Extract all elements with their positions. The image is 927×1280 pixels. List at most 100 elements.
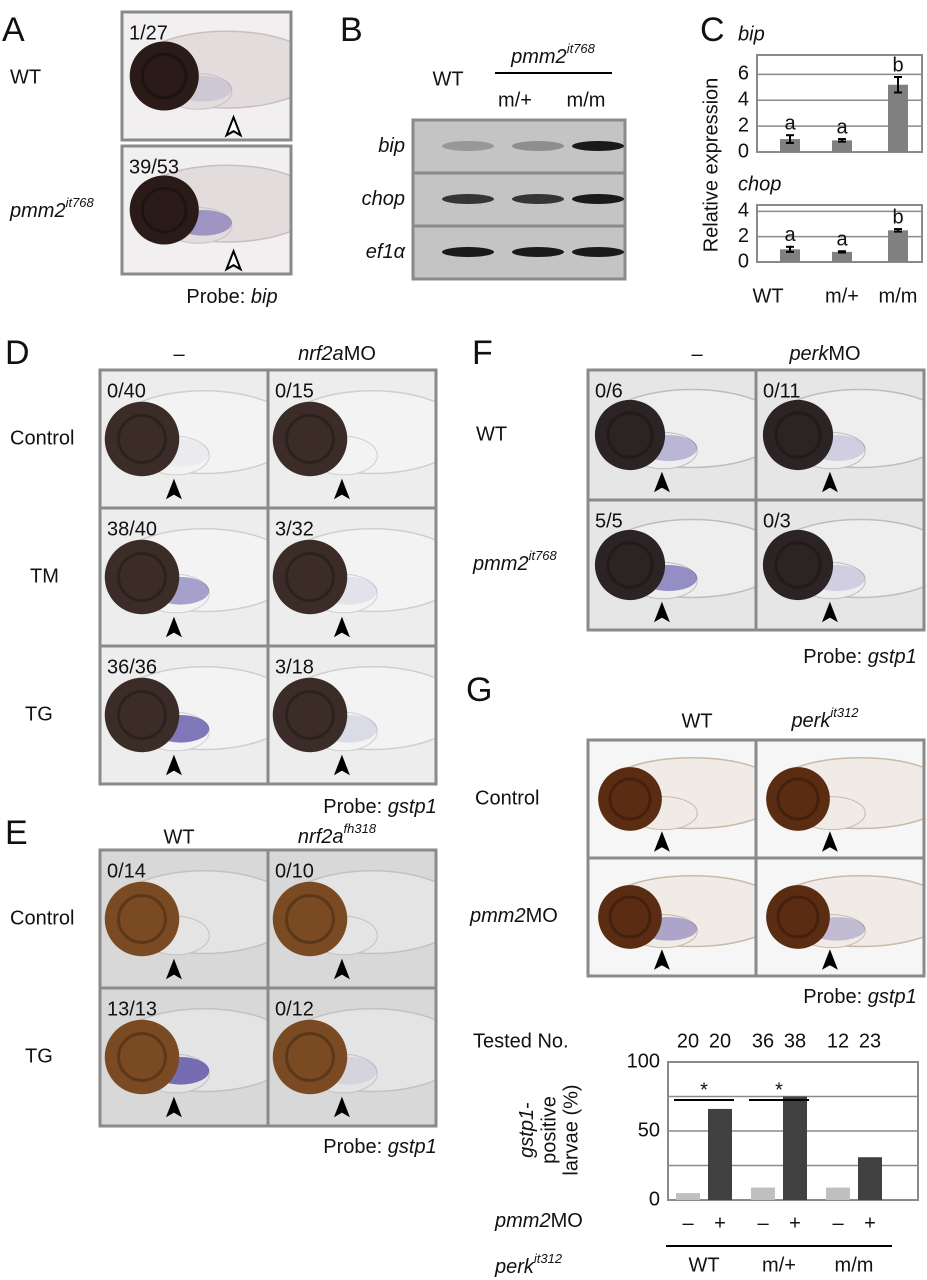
bar <box>783 1096 807 1200</box>
gene: chop <box>362 188 405 210</box>
panel-label: G <box>466 671 492 709</box>
row-label: chop <box>362 188 405 210</box>
eye-ring <box>285 894 335 944</box>
panel-label: A <box>2 11 25 49</box>
eye-ring <box>608 895 652 939</box>
prefix: Probe: <box>186 286 250 308</box>
eye <box>762 399 834 471</box>
embryo-image <box>756 740 924 858</box>
bar <box>888 84 908 152</box>
significance-letter: b <box>892 206 903 228</box>
gel-band <box>442 194 494 204</box>
y-tick-label: 4 <box>738 200 749 222</box>
eye-ring <box>774 411 822 459</box>
arrowhead <box>333 478 350 500</box>
embryo-image <box>268 988 436 1126</box>
row-label: TM <box>30 565 59 587</box>
significance-letter: a <box>836 229 848 251</box>
significance-letter: a <box>784 224 796 246</box>
arrowhead <box>333 616 350 638</box>
count: 0/15 <box>275 380 314 402</box>
column-label: WT <box>681 710 712 732</box>
prefix: Probe: <box>323 1136 387 1158</box>
column-label: – <box>691 343 703 365</box>
eye-ring <box>608 777 652 821</box>
suffix: MO <box>551 1210 583 1232</box>
count: 0/6 <box>595 380 623 402</box>
eye-ring <box>117 552 167 602</box>
arrowhead <box>821 471 838 493</box>
suffix: MO <box>344 343 376 365</box>
gene: bip <box>251 286 278 308</box>
treatment-label: + <box>714 1212 726 1234</box>
column-label: m/m <box>567 89 606 111</box>
count: 0/40 <box>107 380 146 402</box>
column-label: nrf2aMO <box>298 343 376 365</box>
eye <box>104 677 180 753</box>
column-label: – <box>173 343 185 365</box>
count: 13/13 <box>107 998 157 1020</box>
column-label: perkit312 <box>790 705 859 732</box>
y-tick-label: 50 <box>638 1119 660 1141</box>
bar <box>708 1108 732 1200</box>
gene: pmm2 <box>510 46 567 68</box>
tested-header: Tested No. <box>473 1030 569 1052</box>
gel-band <box>572 247 624 257</box>
probe-caption: Probe: gstp1 <box>803 986 916 1008</box>
gel-band <box>572 141 624 151</box>
panel-label: B <box>340 11 363 49</box>
bar <box>832 140 852 152</box>
arrowhead <box>653 601 670 623</box>
column-label: m/+ <box>498 89 532 111</box>
eye-ring <box>117 894 167 944</box>
gene: perk <box>788 343 829 365</box>
eye <box>104 539 180 615</box>
row-label: Control <box>475 787 539 809</box>
eye-ring <box>606 541 654 589</box>
gene: pmm2 <box>472 553 529 575</box>
tested-number: 36 <box>752 1030 774 1052</box>
row-label: ef1α <box>366 241 406 263</box>
significance-star: * <box>775 1079 783 1101</box>
gene: pmm2 <box>469 905 526 927</box>
genotype-label: m/+ <box>762 1254 796 1276</box>
gene: nrf2a <box>298 343 344 365</box>
arrowhead <box>224 248 243 272</box>
row-label: WT <box>10 66 41 88</box>
allele: it312 <box>830 705 859 720</box>
embryo-image <box>268 370 436 508</box>
embryo-image <box>756 500 924 630</box>
image-frame <box>120 144 293 276</box>
arrowhead <box>165 754 182 776</box>
y-tick-label: 0 <box>738 250 749 272</box>
treatment-label: + <box>789 1212 801 1234</box>
embryo-image <box>100 850 268 988</box>
embryo-image <box>268 646 436 784</box>
eye-ring <box>285 1032 335 1082</box>
significance-star: * <box>700 1079 708 1101</box>
suffix: - <box>516 1102 538 1109</box>
column-label: WT <box>163 826 194 848</box>
arrowhead <box>165 958 182 980</box>
y-axis-label: gstp1- <box>516 1102 538 1158</box>
treatment-label: – <box>757 1212 769 1234</box>
panel-frame <box>98 368 438 786</box>
eye <box>762 529 834 601</box>
arrowhead <box>653 471 670 493</box>
eye-ring <box>285 690 335 740</box>
embryo-image <box>588 740 756 858</box>
arrowhead <box>165 1096 182 1118</box>
panel-frame <box>98 848 438 1128</box>
eye-ring <box>140 52 188 100</box>
eye <box>104 881 180 957</box>
chart-title: chop <box>738 173 781 195</box>
y-axis-label: Relative expression <box>700 78 722 253</box>
arrowhead <box>333 754 350 776</box>
panel-frame <box>586 368 926 632</box>
gene: pmm2 <box>494 1210 551 1232</box>
eye-ring <box>117 1032 167 1082</box>
tested-number: 20 <box>709 1030 731 1052</box>
x-tick-label: m/m <box>879 285 918 307</box>
treatment-label: + <box>864 1212 876 1234</box>
bar <box>832 251 852 262</box>
